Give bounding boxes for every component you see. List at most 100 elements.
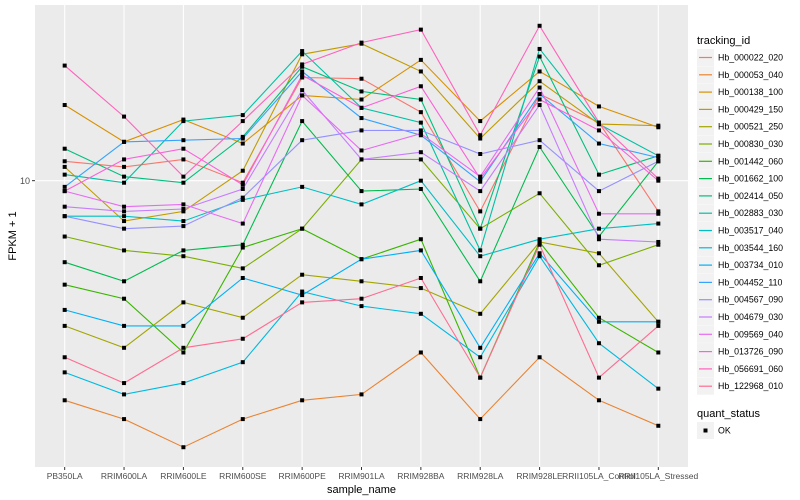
legend-item: Hb_000022_020 (697, 49, 783, 66)
x-tick-label: RRIM901LA (338, 471, 385, 481)
data-point (596, 211, 601, 216)
data-point (300, 398, 305, 403)
data-point (418, 286, 423, 291)
data-point (478, 248, 483, 253)
data-point (418, 97, 423, 102)
x-tick-label: RRII105LA_Stressed (618, 471, 698, 481)
data-point (537, 79, 542, 84)
legend-label: OK (718, 426, 731, 436)
data-point (62, 307, 67, 312)
data-point (181, 248, 186, 253)
data-point (240, 336, 245, 341)
data-point (122, 296, 127, 301)
data-point (181, 207, 186, 212)
legend-label: Hb_000429_150 (718, 104, 783, 114)
data-point (62, 159, 67, 164)
data-point (359, 105, 364, 110)
data-point (300, 293, 305, 298)
legend-item: Hb_002883_030 (697, 204, 783, 222)
data-point (300, 289, 305, 294)
legend: tracking_id Hb_000022_020 Hb_000053_040 Hb… (697, 35, 783, 439)
data-point (418, 27, 423, 32)
x-tick-label: RRIM928LE (516, 471, 563, 481)
data-point (478, 355, 483, 360)
data-point (359, 279, 364, 284)
data-point (122, 114, 127, 119)
data-point (478, 417, 483, 422)
data-point (181, 119, 186, 124)
x-tick-label: RRIM928LA (457, 471, 504, 481)
data-point (359, 76, 364, 81)
data-point (300, 272, 305, 277)
data-point (478, 345, 483, 350)
data-point (656, 178, 661, 183)
data-point (240, 119, 245, 124)
legend-label: Hb_000138_100 (718, 87, 783, 97)
x-tick-label: RRIM600LA (101, 471, 148, 481)
legend-label: Hb_001662_100 (718, 174, 783, 184)
legend-item: Hb_003544_160 (697, 239, 783, 257)
data-point (537, 251, 542, 256)
data-point (478, 176, 483, 181)
data-point (240, 360, 245, 365)
data-point (62, 164, 67, 169)
legend-item: Hb_004679_030 (697, 308, 783, 326)
legend-item: Hb_000429_150 (697, 100, 783, 118)
data-point (122, 345, 127, 350)
data-point (181, 157, 186, 162)
data-point (359, 40, 364, 45)
data-point (62, 398, 67, 403)
data-point (418, 150, 423, 155)
data-point (359, 189, 364, 194)
data-point (596, 128, 601, 133)
data-point (62, 323, 67, 328)
data-point (240, 275, 245, 280)
data-point (359, 128, 364, 133)
legend-label: Hb_013726_090 (718, 347, 783, 357)
legend-label: Hb_000830_030 (718, 139, 783, 149)
data-point (181, 381, 186, 386)
data-point (537, 138, 542, 143)
data-point (478, 179, 483, 184)
data-point (537, 355, 542, 360)
data-point (537, 191, 542, 196)
data-point (537, 54, 542, 59)
data-point (240, 136, 245, 141)
data-point (418, 350, 423, 355)
data-point (300, 62, 305, 67)
data-point (596, 120, 601, 125)
x-axis: sample_name PB350LA RRIM600LA RRIM600LE RRI… (47, 467, 699, 496)
data-point (478, 151, 483, 156)
data-point (122, 174, 127, 179)
data-point (181, 300, 186, 305)
data-point (240, 195, 245, 200)
legend-item: Hb_003734_010 (697, 256, 783, 274)
data-point (596, 189, 601, 194)
legend-item: Hb_004567_090 (697, 291, 783, 309)
data-point (62, 189, 67, 194)
data-point (478, 311, 483, 316)
data-point (596, 226, 601, 231)
data-point (656, 239, 661, 244)
data-point (62, 184, 67, 189)
data-point (596, 172, 601, 177)
legend-label: Hb_000521_250 (718, 122, 783, 132)
data-point (62, 260, 67, 265)
data-point (122, 248, 127, 253)
data-point (656, 319, 661, 324)
data-point (122, 209, 127, 214)
data-point (537, 242, 542, 247)
data-point (537, 254, 542, 259)
data-point (596, 104, 601, 109)
data-point (181, 209, 186, 214)
x-tick-label: RRIM600LE (160, 471, 207, 481)
data-point (359, 392, 364, 397)
data-point (300, 93, 305, 98)
data-point (656, 350, 661, 355)
legend-item: Hb_009569_040 (697, 325, 783, 343)
data-point (418, 237, 423, 242)
legend-label: Hb_002414_050 (718, 191, 783, 201)
data-point (300, 138, 305, 143)
data-point (359, 148, 364, 153)
data-point (62, 214, 67, 219)
